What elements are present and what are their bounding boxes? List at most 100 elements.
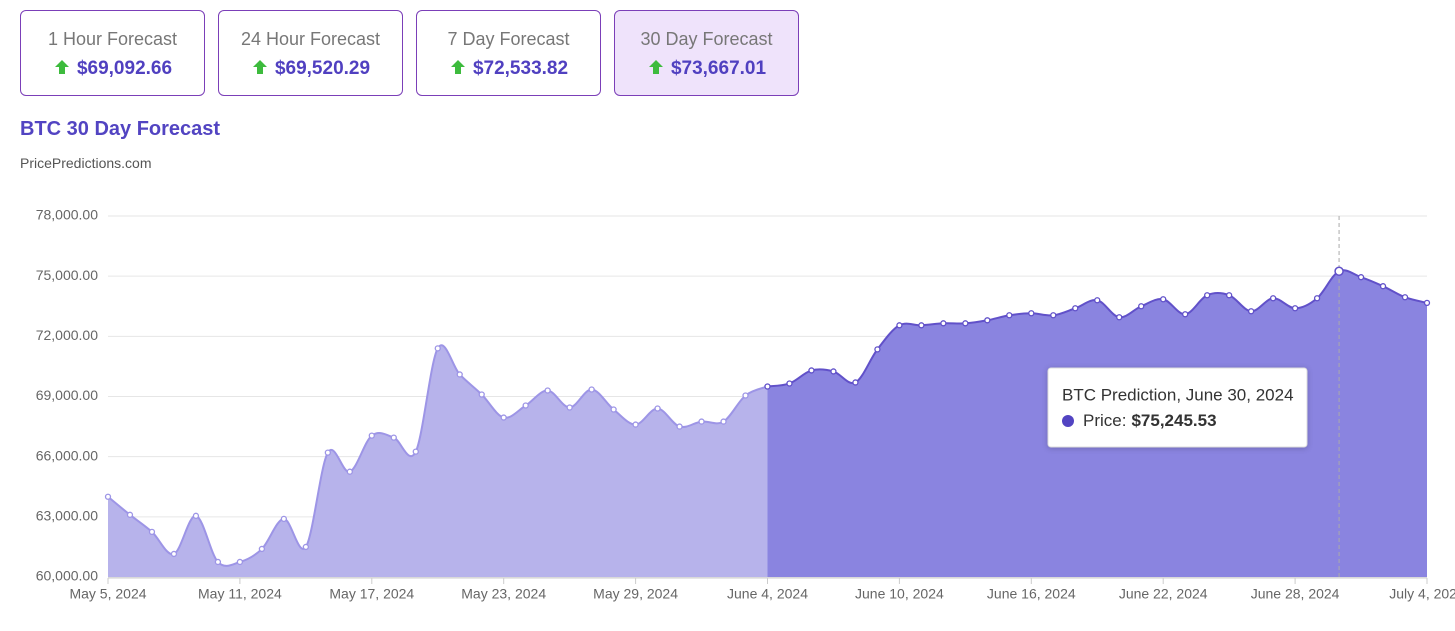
chart: 60,000.00 63,000.00 66,000.00 69,000.00 72,0… <box>36 207 1455 602</box>
data-point <box>126 511 134 518</box>
data-point <box>1423 299 1431 307</box>
forecast-tab[interactable]: 1 Hour Forecast $69,092.66 <box>20 10 205 96</box>
forecast-tabs: 1 Hour Forecast $69,092.66 24 Hour Forecas… <box>20 10 799 96</box>
x-tick-label: May 17, 2024 <box>329 586 414 602</box>
tooltip-value: $75,245.53 <box>1131 411 1216 430</box>
tab-value-row: $73,667.01 <box>615 58 798 80</box>
data-point <box>1357 274 1365 281</box>
data-point <box>896 322 903 329</box>
forecast-tab[interactable]: 24 Hour Forecast $69,520.29 <box>218 10 403 96</box>
y-tick-label: 66,000.00 <box>36 447 98 463</box>
tab-label: 30 Day Forecast <box>640 29 773 49</box>
x-tick-label: May 11, 2024 <box>198 586 282 602</box>
chart-subtitle: PricePredictions.com <box>20 155 152 171</box>
forecast-tab[interactable]: 30 Day Forecast $73,667.01 <box>614 10 799 96</box>
data-point <box>346 468 353 475</box>
data-point <box>830 368 837 375</box>
x-tick-label: June 4, 2024 <box>727 586 808 602</box>
y-tick-label: 69,000.00 <box>36 387 98 403</box>
tab-label: 7 Day Forecast <box>447 29 570 49</box>
x-tick-label: May 23, 2024 <box>461 586 546 602</box>
data-point <box>192 512 200 519</box>
x-tick-label: June 16, 2024 <box>987 586 1076 602</box>
data-point <box>390 434 397 441</box>
data-point <box>786 380 793 387</box>
x-tick-label: May 5, 2024 <box>69 586 146 602</box>
area-fill <box>108 345 768 577</box>
data-point <box>1050 312 1057 319</box>
data-point <box>632 421 639 428</box>
tab-value: $72,533.82 <box>472 58 569 79</box>
data-point <box>1313 295 1321 302</box>
tab-value-row: $69,092.66 <box>21 58 204 80</box>
data-point <box>588 386 595 393</box>
data-point <box>962 320 969 327</box>
data-point <box>522 402 529 409</box>
up-arrow <box>252 60 267 74</box>
data-point <box>698 418 705 425</box>
x-tick-label: June 22, 2024 <box>1119 586 1208 602</box>
y-tick-label: 75,000.00 <box>36 267 98 283</box>
tab-label: 1 Hour Forecast <box>47 29 178 49</box>
data-point <box>720 418 727 425</box>
data-point <box>1160 296 1167 303</box>
tab-value-row: $72,533.82 <box>417 58 600 80</box>
tab-value: $73,667.01 <box>670 58 767 79</box>
y-tick-label: 78,000.00 <box>36 207 98 223</box>
data-point <box>236 558 244 566</box>
data-point <box>1028 310 1035 317</box>
data-point <box>1247 308 1255 315</box>
data-point <box>808 367 815 374</box>
tab-value: $69,520.29 <box>274 58 371 79</box>
data-point <box>302 543 310 551</box>
data-point <box>654 405 661 412</box>
y-tick-label: 63,000.00 <box>36 508 98 524</box>
forecast-tab[interactable]: 7 Day Forecast $72,533.82 <box>416 10 601 96</box>
data-point <box>1138 303 1145 310</box>
data-point <box>544 387 551 394</box>
tooltip-title: BTC Prediction, June 30, 2024 <box>1062 385 1294 404</box>
data-point <box>566 404 573 411</box>
data-point <box>1401 294 1409 301</box>
x-tick-label: July 4, 2024 <box>1389 586 1455 602</box>
data-point <box>500 414 507 421</box>
data-point <box>258 545 266 553</box>
tab-value-row: $69,520.29 <box>219 58 402 80</box>
data-point <box>214 558 222 566</box>
data-point <box>148 528 156 536</box>
data-point <box>1072 305 1079 312</box>
data-point <box>1094 297 1101 304</box>
data-point <box>940 320 947 327</box>
up-arrow <box>648 60 663 74</box>
x-tick-label: May 29, 2024 <box>593 586 678 602</box>
data-point <box>456 371 463 378</box>
data-point <box>1291 305 1299 312</box>
tab-label: 24 Hour Forecast <box>240 29 381 49</box>
tooltip-marker <box>1062 415 1074 427</box>
chart-title: BTC 30 Day Forecast <box>20 118 221 140</box>
data-point <box>984 317 991 324</box>
data-point <box>434 345 441 352</box>
data-point <box>742 392 749 399</box>
tab-value: $69,092.66 <box>76 58 173 79</box>
data-point <box>676 423 683 430</box>
data-point <box>324 449 331 456</box>
data-point <box>852 379 859 386</box>
data-point <box>280 515 288 522</box>
data-point <box>412 448 419 455</box>
data-point <box>1182 311 1189 318</box>
x-tick-label: June 10, 2024 <box>855 586 944 602</box>
highlight-point <box>1334 266 1344 276</box>
x-tick-label: June 28, 2024 <box>1251 586 1340 602</box>
up-arrow <box>54 60 69 74</box>
data-point <box>104 493 112 500</box>
tooltip-price: Price: $75,245.53 <box>1083 411 1217 430</box>
data-point <box>874 346 881 353</box>
tooltip-label: Price: <box>1083 411 1126 430</box>
data-point <box>1006 312 1013 319</box>
data-point <box>1204 292 1211 299</box>
up-arrow <box>450 60 465 74</box>
data-point <box>368 432 375 439</box>
data-point <box>610 406 617 413</box>
